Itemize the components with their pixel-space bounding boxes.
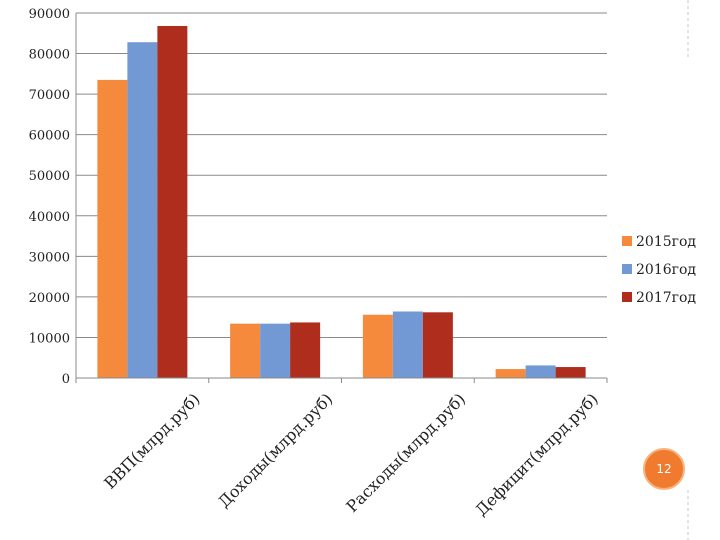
y-tick-label: 10000 <box>29 331 70 346</box>
bar-3-2 <box>290 322 321 378</box>
bar-2-2 <box>260 323 291 378</box>
legend-swatch <box>622 292 632 302</box>
y-tick-label: 90000 <box>29 7 70 22</box>
y-tick-label: 40000 <box>29 210 70 225</box>
legend-label: 2015год <box>636 234 696 250</box>
page-number-badge: 12 <box>643 448 685 490</box>
bar-3-1 <box>157 25 188 378</box>
axes <box>75 13 608 383</box>
y-tick-label: 30000 <box>29 250 70 265</box>
y-tick-label: 20000 <box>29 291 70 306</box>
category-label: Расходы(млрд.руб) <box>342 389 469 516</box>
y-tick-label: 80000 <box>29 48 70 63</box>
bar-2-3 <box>392 311 423 378</box>
category-label: Дефицит(млрд.руб) <box>472 389 602 519</box>
bar-1-4 <box>495 369 526 378</box>
y-tick-label: 50000 <box>29 169 70 184</box>
bar-3-3 <box>422 312 453 378</box>
category-label: ВВП(млрд.руб) <box>100 389 203 492</box>
y-tick-label: 0 <box>62 372 70 387</box>
bars <box>97 25 586 379</box>
legend: 2015год 2016год 2017год <box>622 234 696 306</box>
bar-1-3 <box>362 314 393 378</box>
legend-swatch <box>622 236 632 246</box>
legend-label: 2016год <box>636 262 696 278</box>
category-label: Доходы(млрд.руб) <box>214 389 336 511</box>
legend-swatch <box>622 264 632 274</box>
y-tick-label: 60000 <box>29 129 70 144</box>
legend-label: 2017год <box>636 290 696 306</box>
bar-2-4 <box>525 365 556 378</box>
y-tick-label: 70000 <box>29 88 70 103</box>
page-number: 12 <box>656 462 672 476</box>
bar-3-4 <box>555 367 586 378</box>
bar-1-1 <box>97 79 128 379</box>
bar-1-2 <box>230 323 261 378</box>
bar-2-1 <box>127 42 158 378</box>
